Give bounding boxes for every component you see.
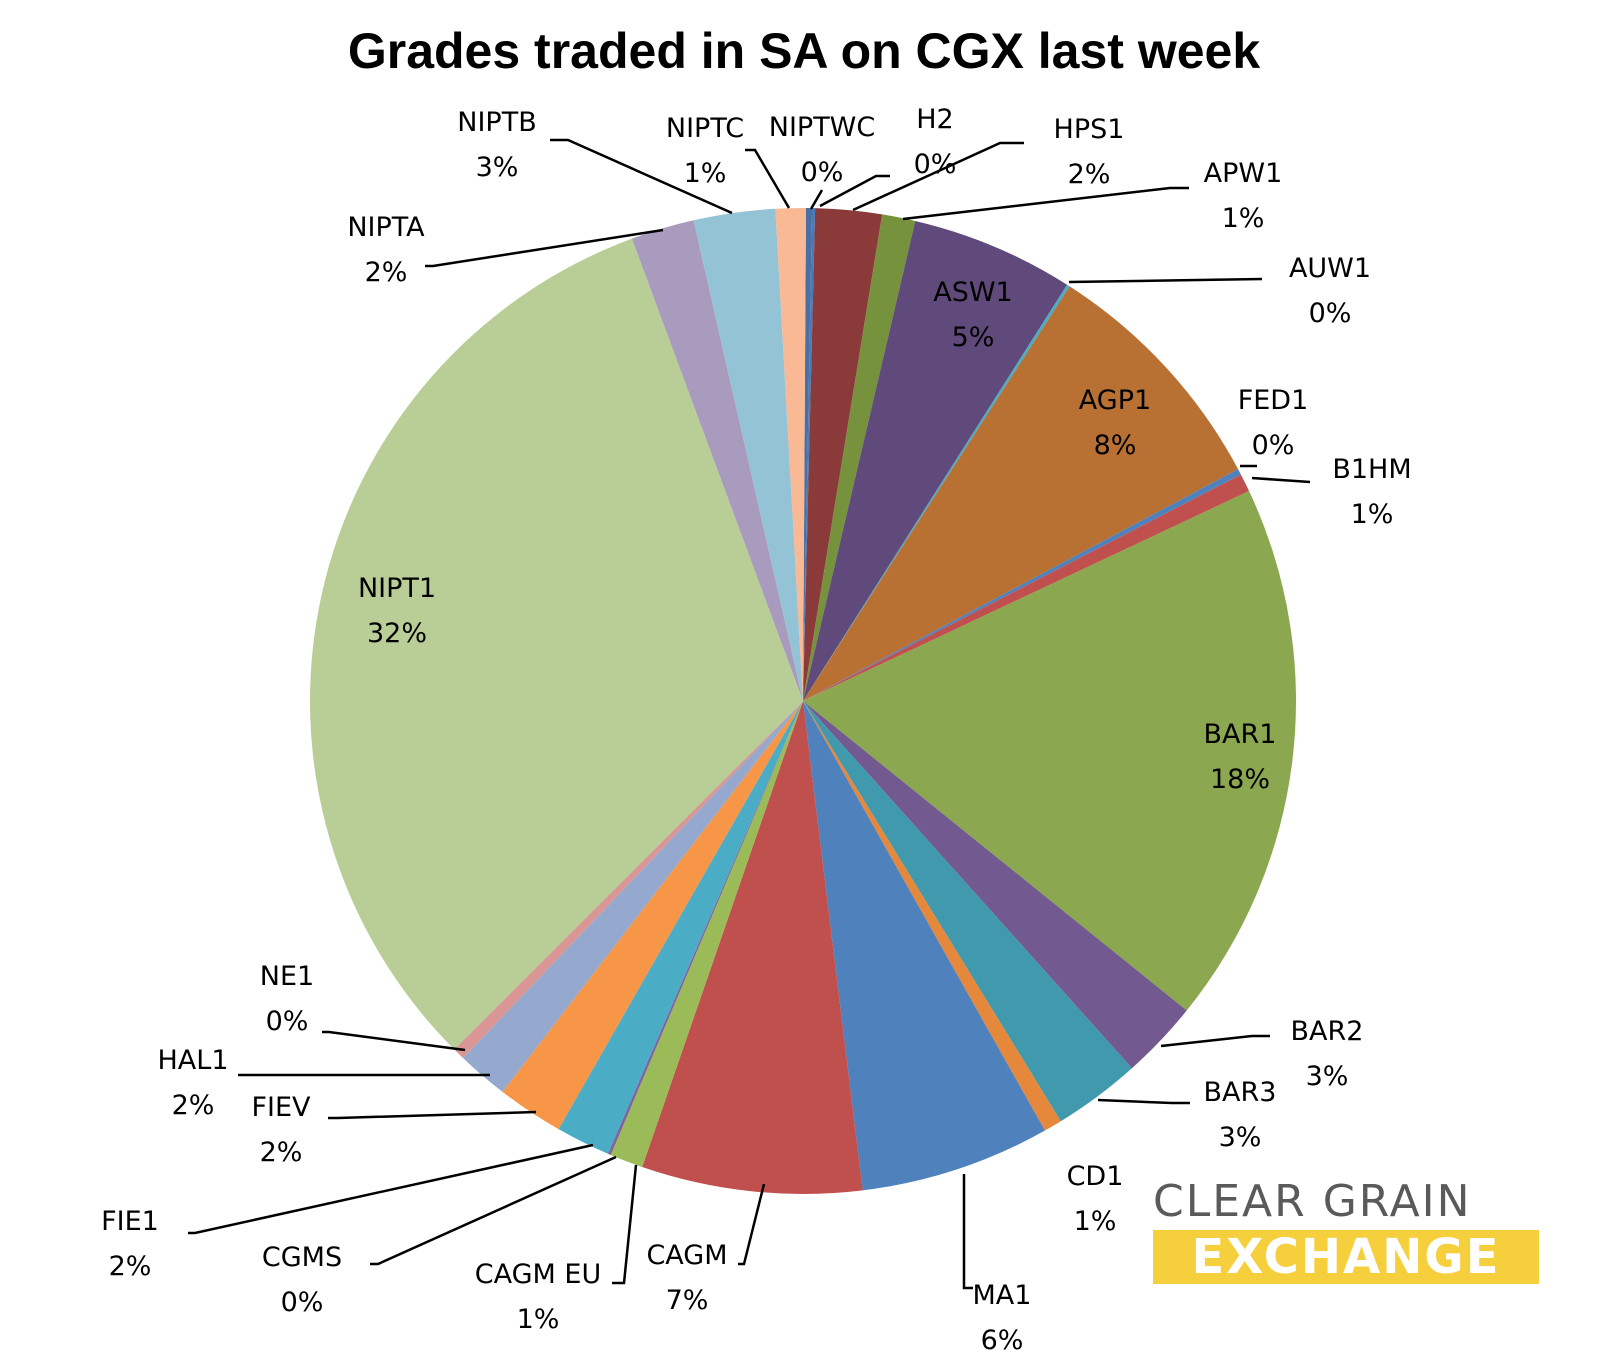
pie-slice-hps1	[803, 208, 883, 701]
pie-slice-asw1	[803, 220, 1068, 701]
pie-slice-fed1	[803, 469, 1241, 701]
pie-slice-cagm-eu	[610, 701, 803, 1168]
slice-name-label-asw1: ASW1	[933, 277, 1012, 308]
slice-percent-label-bar3: 3%	[1219, 1122, 1262, 1153]
leader-line-cagm-eu	[612, 1164, 638, 1285]
slice-name-label-nipt1: NIPT1	[358, 573, 436, 604]
slice-name-label-ma1: MA1	[973, 1280, 1032, 1311]
slice-percent-label-niptwc: 0%	[801, 157, 844, 188]
slice-percent-label-ma1: 6%	[981, 1325, 1024, 1351]
chart-title: Grades traded in SA on CGX last week	[347, 23, 1261, 79]
slice-percent-label-hps1: 2%	[1068, 159, 1111, 190]
slice-percent-label-asw1: 5%	[952, 322, 995, 353]
slice-name-label-b1hm: B1HM	[1332, 454, 1411, 485]
pie-slice-bar3	[803, 701, 1132, 1122]
slice-name-label-bar3: BAR3	[1204, 1077, 1277, 1108]
pie-slice-cd1	[803, 701, 1061, 1131]
leader-line-fiev	[328, 1110, 537, 1120]
slice-percent-label-niptb: 3%	[476, 152, 519, 183]
leader-line-niptwc	[809, 189, 824, 210]
slice-percent-label-nipta: 2%	[365, 257, 408, 288]
slice-percent-label-bar1: 18%	[1210, 764, 1270, 795]
leader-line-niptb	[550, 138, 733, 215]
slice-percent-label-b1hm: 1%	[1351, 499, 1394, 530]
pie-slice-b1hm	[803, 474, 1250, 701]
slice-name-label-cagm: CAGM	[646, 1240, 727, 1271]
pie-slice-auw1	[803, 284, 1070, 701]
leader-line-cgms	[370, 1155, 617, 1266]
slice-percent-label-cgms: 0%	[281, 1287, 324, 1318]
clear-grain-exchange-logo: CLEAR GRAIN EXCHANGE	[1153, 1176, 1539, 1284]
leader-line-h2	[819, 174, 890, 208]
slice-percent-label-fie1: 2%	[109, 1251, 152, 1282]
slice-percent-label-fed1: 0%	[1252, 430, 1295, 461]
pie-slice-fiev	[502, 701, 803, 1130]
pie-slice-apw1	[803, 214, 916, 701]
slice-percent-label-auw1: 0%	[1309, 298, 1352, 329]
slice-name-label-hps1: HPS1	[1054, 114, 1125, 145]
pie-slice-bar2	[803, 701, 1187, 1069]
pie-slice-bar1	[803, 491, 1297, 1011]
pie-slice-hal1	[462, 701, 803, 1092]
slice-name-label-fie1: FIE1	[101, 1206, 159, 1237]
pie-slice-niptb	[693, 208, 803, 701]
pie-slice-nipta	[631, 220, 803, 701]
pie-slice-fie1	[558, 701, 803, 1154]
pie-slice-ne1	[454, 701, 803, 1058]
slice-name-label-fed1: FED1	[1238, 385, 1309, 416]
slice-name-label-agp1: AGP1	[1079, 385, 1151, 416]
slice-name-label-h2: H2	[916, 104, 953, 135]
slice-name-label-bar2: BAR2	[1291, 1016, 1364, 1047]
leader-line-ma1	[962, 1174, 973, 1290]
slice-name-label-niptb: NIPTB	[457, 107, 536, 138]
slice-name-label-cgms: CGMS	[262, 1242, 342, 1273]
slice-percent-label-nipt1: 32%	[367, 618, 427, 649]
pie-slice-h2	[803, 208, 816, 701]
slice-name-label-hal1: HAL1	[158, 1045, 229, 1076]
slice-name-label-auw1: AUW1	[1289, 253, 1371, 284]
pie-slice-cgms	[607, 701, 803, 1155]
slice-name-label-bar1: BAR1	[1204, 719, 1277, 750]
pie-slice-niptc	[775, 208, 806, 701]
leader-line-nipta	[425, 228, 664, 268]
logo-text-top: CLEAR GRAIN	[1153, 1176, 1472, 1227]
leader-line-apw1	[902, 186, 1189, 221]
slice-name-label-fiev: FIEV	[251, 1092, 311, 1123]
leader-line-cagm	[738, 1183, 766, 1266]
slice-percent-label-h2: 0%	[914, 149, 957, 180]
leader-line-bar2	[1160, 1034, 1270, 1048]
slice-percent-label-cagm: 7%	[666, 1285, 709, 1316]
slice-percent-label-bar2: 3%	[1306, 1061, 1349, 1092]
pie-slice-nipt1	[310, 238, 803, 1050]
slice-percent-label-cagm-eu: 1%	[517, 1304, 560, 1335]
slice-percent-label-fiev: 2%	[260, 1137, 303, 1168]
slice-percent-label-cd1: 1%	[1074, 1206, 1117, 1237]
leader-line-auw1	[1068, 277, 1263, 284]
slice-percent-label-ne1: 0%	[266, 1006, 309, 1037]
slice-name-label-cagm-eu: CAGM EU	[475, 1259, 601, 1290]
slice-name-label-nipta: NIPTA	[347, 212, 425, 243]
slice-percent-label-niptc: 1%	[684, 158, 727, 189]
slice-percent-label-apw1: 1%	[1222, 203, 1265, 234]
logo-text-bottom: EXCHANGE	[1153, 1230, 1539, 1284]
pie-slice-agp1	[803, 286, 1239, 701]
slice-name-label-niptwc: NIPTWC	[769, 112, 875, 143]
leader-line-fie1	[188, 1143, 594, 1235]
leader-line-hps1	[852, 141, 1024, 212]
slice-name-label-niptc: NIPTC	[666, 113, 744, 144]
slice-percent-label-hal1: 2%	[172, 1090, 215, 1121]
pie-slice-niptwc	[803, 208, 813, 701]
pie-slice-cagm	[642, 701, 863, 1194]
slice-name-label-apw1: APW1	[1204, 158, 1283, 189]
slice-name-label-ne1: NE1	[260, 961, 314, 992]
leader-line-ne1	[322, 1030, 466, 1052]
slice-name-label-cd1: CD1	[1067, 1161, 1124, 1192]
leader-line-b1hm	[1251, 476, 1311, 484]
leader-line-bar3	[1097, 1098, 1190, 1105]
slice-percent-label-agp1: 8%	[1094, 430, 1137, 461]
pie-slice-ma1	[803, 701, 1045, 1191]
leader-line-niptc	[745, 148, 791, 209]
